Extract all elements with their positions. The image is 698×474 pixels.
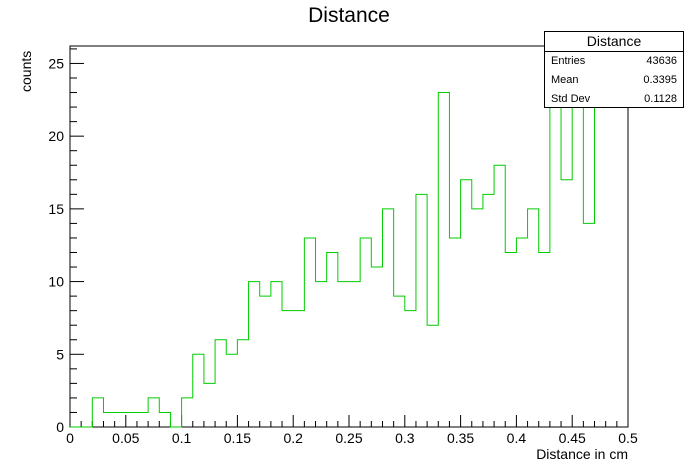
x-tick-label: 0.15 [224,430,251,446]
y-tick-label: 10 [48,274,64,290]
y-tick-label: 5 [56,346,64,362]
y-tick-label: 0 [56,419,64,435]
x-axis-label: Distance in cm [536,446,628,462]
stats-box: Distance Entries 43636 Mean 0.3395 Std D… [544,31,684,108]
x-tick-label: 0.4 [507,430,527,446]
stats-row-mean: Mean 0.3395 [545,71,683,90]
x-tick-label: 0.25 [335,430,362,446]
stats-label: Std Dev [551,93,591,105]
stats-box-title: Distance [545,32,683,52]
stats-row-entries: Entries 43636 [545,52,683,71]
x-tick-label: 0.45 [559,430,586,446]
x-tick-label: 0.35 [447,430,474,446]
stats-row-stddev: Std Dev 0.1128 [545,90,683,109]
stats-value: 0.1128 [644,93,677,105]
x-tick-label: 0.2 [283,430,303,446]
stats-label: Entries [551,55,586,67]
histogram-line [70,33,628,428]
y-tick-label: 20 [48,128,64,144]
stats-label: Mean [551,74,579,86]
stats-value: 43636 [646,55,677,67]
y-tick-label: 25 [48,55,64,71]
x-tick-label: 0.5 [618,430,638,446]
x-tick-label: 0 [66,430,74,446]
chart-title: Distance [308,4,390,27]
x-tick-label: 0.05 [112,430,139,446]
y-axis-label: counts [18,50,34,92]
axis-tick-labels: 0 0.05 0.1 0.15 0.2 0.25 0.3 0.35 0.4 0.45 0.5 0 5 10… [48,55,638,446]
y-tick-label: 15 [48,201,64,217]
stats-value: 0.3395 [643,74,677,86]
x-tick-label: 0.1 [172,430,192,446]
x-tick-label: 0.3 [395,430,415,446]
